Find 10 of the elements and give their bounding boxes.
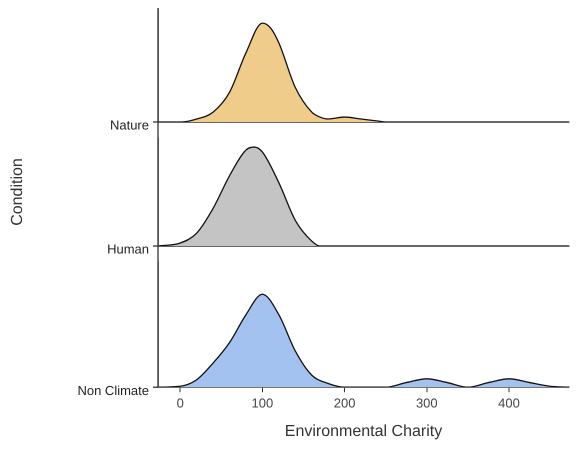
x-tick-label: 300: [416, 396, 438, 411]
y-axis-title: Condition: [9, 158, 26, 226]
series-label: Non Climate: [77, 382, 149, 398]
x-tick-label: 0: [176, 396, 184, 411]
x-axis-title: Environmental Charity: [284, 422, 442, 440]
series-label: Human: [107, 242, 149, 257]
x-tick-label: 200: [334, 396, 356, 411]
x-tick-label: 100: [252, 396, 274, 411]
x-tick-label: 400: [498, 396, 520, 411]
series-label: Nature: [110, 118, 149, 133]
